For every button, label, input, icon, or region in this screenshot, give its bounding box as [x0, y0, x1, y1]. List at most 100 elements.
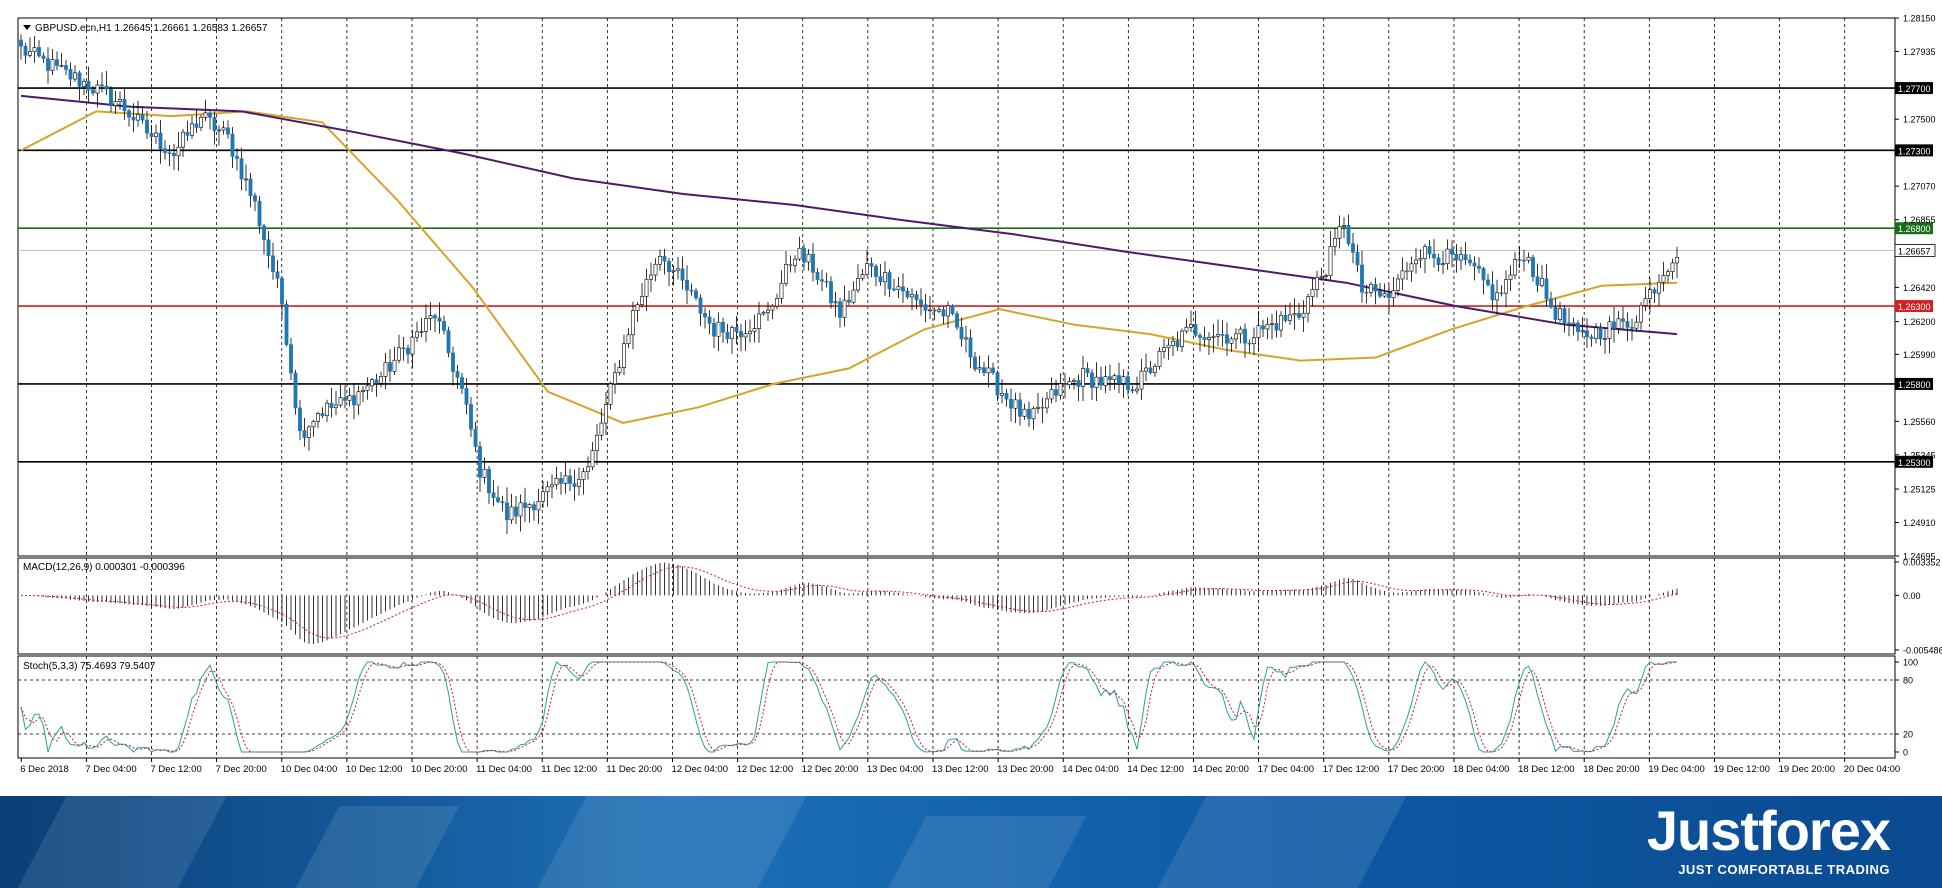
candle-body — [802, 247, 806, 263]
candle-body — [608, 383, 613, 405]
candle-body — [37, 47, 41, 57]
candle-body — [496, 497, 500, 502]
candle-body — [415, 331, 419, 338]
candle-body — [716, 321, 721, 337]
time-label: 11 Dec 20:00 — [606, 764, 662, 775]
candle-body — [446, 330, 451, 354]
candle-body — [1558, 308, 1562, 320]
candle-body — [1135, 388, 1139, 392]
candle-body — [347, 395, 352, 401]
candle-body — [1292, 313, 1297, 316]
candle-body — [1130, 389, 1135, 392]
candle-body — [788, 264, 793, 266]
candle-body — [410, 336, 415, 355]
candle-body — [905, 290, 910, 298]
candle-body — [1351, 243, 1355, 253]
candle-body — [1391, 290, 1396, 299]
candle-body — [820, 279, 824, 282]
horizontal-levels — [18, 87, 1895, 463]
time-label: 12 Dec 20:00 — [802, 764, 859, 775]
candle-body — [1544, 278, 1549, 300]
candle-body — [221, 127, 226, 131]
candle-body — [1468, 259, 1472, 264]
candles — [19, 34, 1679, 534]
candle-body — [1585, 330, 1589, 338]
candle-body — [653, 263, 658, 276]
candle-body — [932, 309, 937, 312]
candle-body — [545, 486, 550, 492]
candle-body — [1387, 293, 1391, 299]
candle-body — [1211, 335, 1216, 338]
candle-body — [1297, 313, 1301, 318]
candle-body — [95, 84, 100, 94]
chart-menu-triangle-icon[interactable] — [23, 25, 31, 30]
candle-body — [1373, 283, 1378, 292]
level-badge — [1895, 144, 1933, 157]
stoch-signal-line — [20, 661, 1678, 753]
time-label: 7 Dec 04:00 — [85, 764, 136, 775]
candle-body — [275, 271, 280, 279]
symbol-header: GBPUSD.ecn,H1 1.26645 1.26661 1.26583 1.… — [35, 23, 268, 34]
candle-body — [190, 123, 194, 136]
candle-body — [181, 131, 185, 148]
candle-body — [316, 413, 320, 422]
brand-logo: Justforex JUST COMFORTABLE TRADING — [1647, 800, 1891, 878]
candle-body — [1247, 342, 1252, 345]
candle-body — [257, 200, 262, 227]
candle-body — [1639, 305, 1643, 323]
stoch-panel-frame — [17, 655, 1896, 759]
candle-body — [109, 88, 113, 106]
candle-body — [230, 133, 235, 157]
candle-body — [1675, 257, 1679, 264]
candle-body — [1040, 406, 1045, 409]
candle-body — [401, 347, 406, 350]
candle-body — [1094, 376, 1099, 388]
candle-body — [775, 298, 779, 307]
candle-body — [955, 313, 959, 328]
candle-body — [1463, 254, 1468, 261]
candle-body — [1112, 375, 1117, 380]
price-label: 1.25990 — [1903, 350, 1936, 360]
candle-body — [419, 331, 424, 333]
candle-body — [838, 301, 842, 318]
candle-body — [311, 421, 316, 428]
time-label: 14 Dec 12:00 — [1127, 764, 1184, 775]
candle-body — [325, 402, 329, 416]
candle-body — [338, 397, 343, 406]
candle-body — [293, 372, 298, 409]
candle-body — [154, 132, 158, 137]
price-label: 1.28150 — [1903, 14, 1936, 24]
candle-body — [406, 347, 410, 355]
candle-body — [1301, 312, 1306, 318]
candle-body — [671, 269, 676, 272]
candle-body — [1661, 275, 1666, 283]
candle-body — [941, 309, 946, 317]
candle-body — [1432, 253, 1436, 259]
candle-body — [1508, 274, 1513, 280]
candle-body — [1436, 257, 1441, 266]
candle-body — [1117, 375, 1121, 384]
candle-body — [869, 263, 874, 267]
candle-body — [370, 379, 374, 387]
candle-body — [1481, 268, 1486, 281]
candle-body — [1000, 392, 1004, 396]
candle-body — [1310, 289, 1315, 297]
candle-body — [1090, 372, 1094, 388]
candle-body — [1360, 264, 1364, 293]
candle-body — [1441, 263, 1445, 266]
candle-body — [883, 272, 887, 283]
candle-body — [172, 152, 176, 157]
price-label: 1.25125 — [1903, 485, 1936, 495]
stoch-tick-label: 20 — [1903, 730, 1913, 740]
candle-body — [622, 343, 626, 368]
candle-body — [1216, 334, 1220, 337]
time-label: 18 Dec 20:00 — [1583, 764, 1640, 775]
price-chart[interactable]: 1.27700 1.27300 1.26800 1.26300 1.25800 1.253… — [0, 0, 1942, 796]
candle-body — [563, 475, 568, 484]
candle-body — [1103, 376, 1108, 386]
time-label: 12 Dec 04:00 — [671, 764, 728, 775]
time-label: 19 Dec 12:00 — [1713, 764, 1770, 775]
candle-body — [761, 312, 766, 315]
candle-body — [703, 313, 707, 318]
candle-body — [136, 114, 140, 121]
